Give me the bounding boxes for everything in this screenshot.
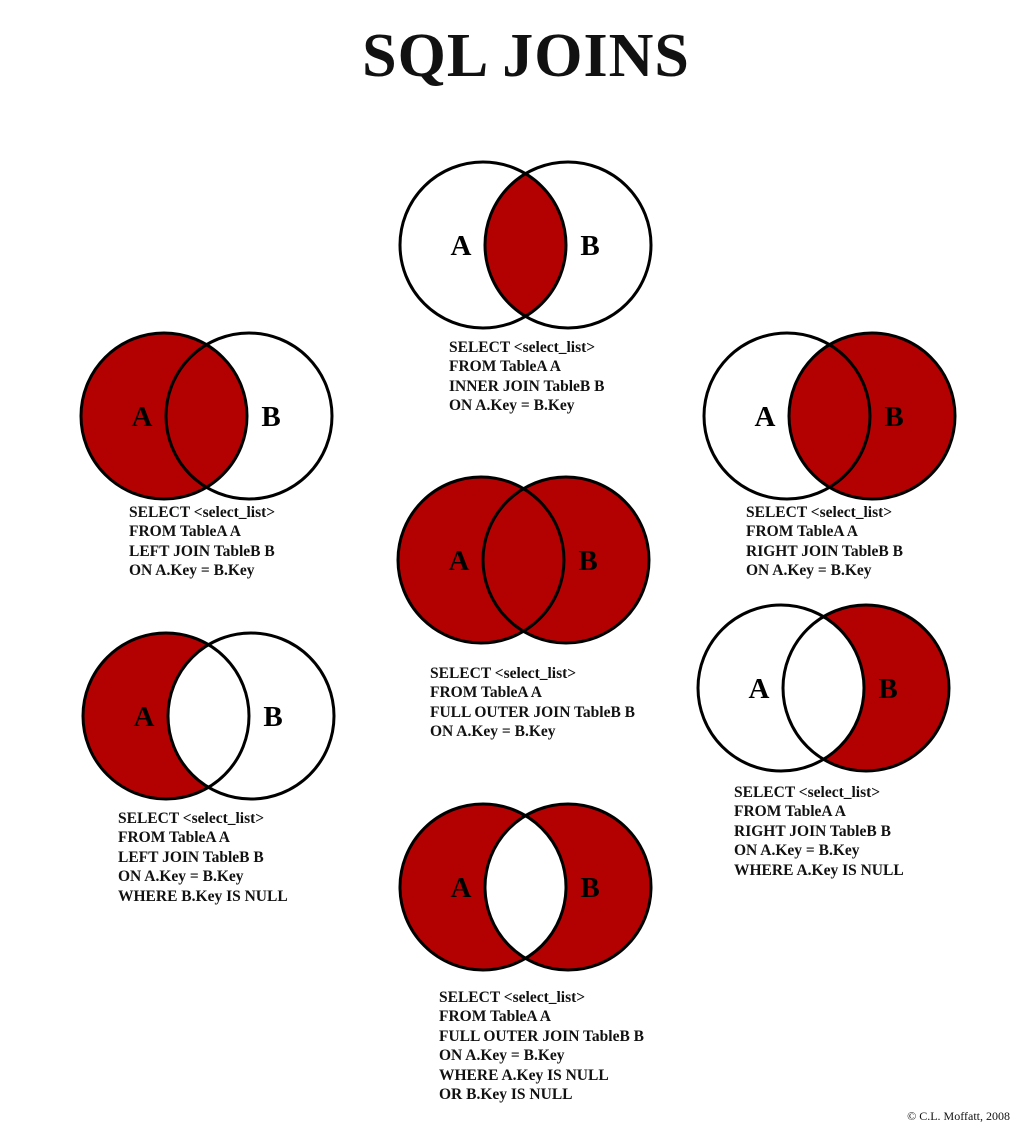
query-line: RIGHT JOIN TableB B [746,542,903,560]
query-line: ON A.Key = B.Key [118,868,244,886]
circle-a-outline [702,331,872,501]
inner-join-query: SELECT <select_list> FROM TableA A INNER J… [449,338,604,416]
circle-a-outline [396,475,566,645]
set-label-a: A [749,673,770,705]
query-line: LEFT JOIN TableB B [118,848,264,866]
region-intersection-fill [483,477,564,643]
right-join-query: SELECT <select_list> FROM TableA A RIGHT J… [746,503,903,581]
query-line: WHERE A.Key IS NULL [439,1066,609,1084]
query-line: FROM TableA A [118,829,230,847]
set-label-b: B [263,701,282,733]
circle-a-outline [398,802,568,972]
full-outer-join-query: SELECT <select_list> FROM TableA A FULL OU… [430,664,635,742]
set-label-a: A [451,230,472,262]
query-line: FROM TableA A [746,523,858,541]
query-line: ON A.Key = B.Key [430,723,556,741]
query-line: ON A.Key = B.Key [129,562,255,580]
query-line: FROM TableA A [449,358,561,376]
query-line: ON A.Key = B.Key [746,562,872,580]
set-label-b: B [261,401,280,433]
set-label-b: B [878,673,897,705]
set-label-b: B [580,872,599,904]
query-line: SELECT <select_list> [118,810,265,827]
region-intersection-fill [789,333,870,499]
region-intersection-fill [783,605,864,771]
query-line: ON A.Key = B.Key [439,1047,565,1065]
query-line: SELECT <select_list> [129,504,276,521]
left-join-query: SELECT <select_list> FROM TableA A LEFT JO… [129,503,275,581]
query-line: LEFT JOIN TableB B [129,542,275,560]
circle-b-outline [483,802,653,972]
region-intersection-fill [166,333,247,499]
query-line: RIGHT JOIN TableB B [734,822,891,840]
region-intersection-fill [485,804,566,970]
region-intersection-fill [168,633,249,799]
query-line: FROM TableA A [734,803,846,821]
circle-a-outline [79,331,249,501]
set-label-a: A [755,401,776,433]
query-line: SELECT <select_list> [734,784,881,801]
copyright-credit: © C.L. Moffatt, 2008 [907,1109,1010,1123]
query-line: FULL OUTER JOIN TableB B [439,1027,645,1045]
query-line: SELECT <select_list> [746,504,893,521]
circle-b-outline [481,475,651,645]
circle-a-outline [696,603,866,773]
set-label-a: A [132,401,153,433]
circle-b-outline [781,603,951,773]
query-line: FULL OUTER JOIN TableB B [430,703,636,721]
set-label-a: A [451,872,472,904]
circle-a-outline [398,160,568,330]
set-label-a: A [449,545,470,577]
circle-a-outline [81,631,251,801]
query-line: SELECT <select_list> [430,665,577,682]
query-line: ON A.Key = B.Key [734,842,860,860]
page-title: SQL JOINS [362,22,690,90]
circle-b-outline [787,331,957,501]
query-line: FROM TableA A [129,523,241,541]
circle-b-outline [164,331,334,501]
query-line: SELECT <select_list> [449,339,596,356]
query-line: SELECT <select_list> [439,989,586,1006]
query-line: FROM TableA A [439,1008,551,1026]
set-label-b: B [580,230,599,262]
region-intersection-fill [485,162,566,328]
query-line: WHERE B.Key IS NULL [118,887,288,905]
circle-b-outline [483,160,653,330]
full-outer-join-excluding-query: SELECT <select_list> FROM TableA A FULL OU… [439,988,644,1104]
set-label-b: B [578,545,597,577]
query-line: FROM TableA A [430,684,542,702]
query-line: WHERE A.Key IS NULL [734,861,904,879]
left-join-excluding-query: SELECT <select_list> FROM TableA A LEFT JO… [118,809,288,906]
right-join-excluding-query: SELECT <select_list> FROM TableA A RIGHT J… [734,783,904,880]
set-label-a: A [134,701,155,733]
query-line: ON A.Key = B.Key [449,397,575,415]
circle-b-outline [166,631,336,801]
query-line: INNER JOIN TableB B [449,377,605,395]
query-line: OR B.Key IS NULL [439,1086,573,1104]
set-label-b: B [884,401,903,433]
